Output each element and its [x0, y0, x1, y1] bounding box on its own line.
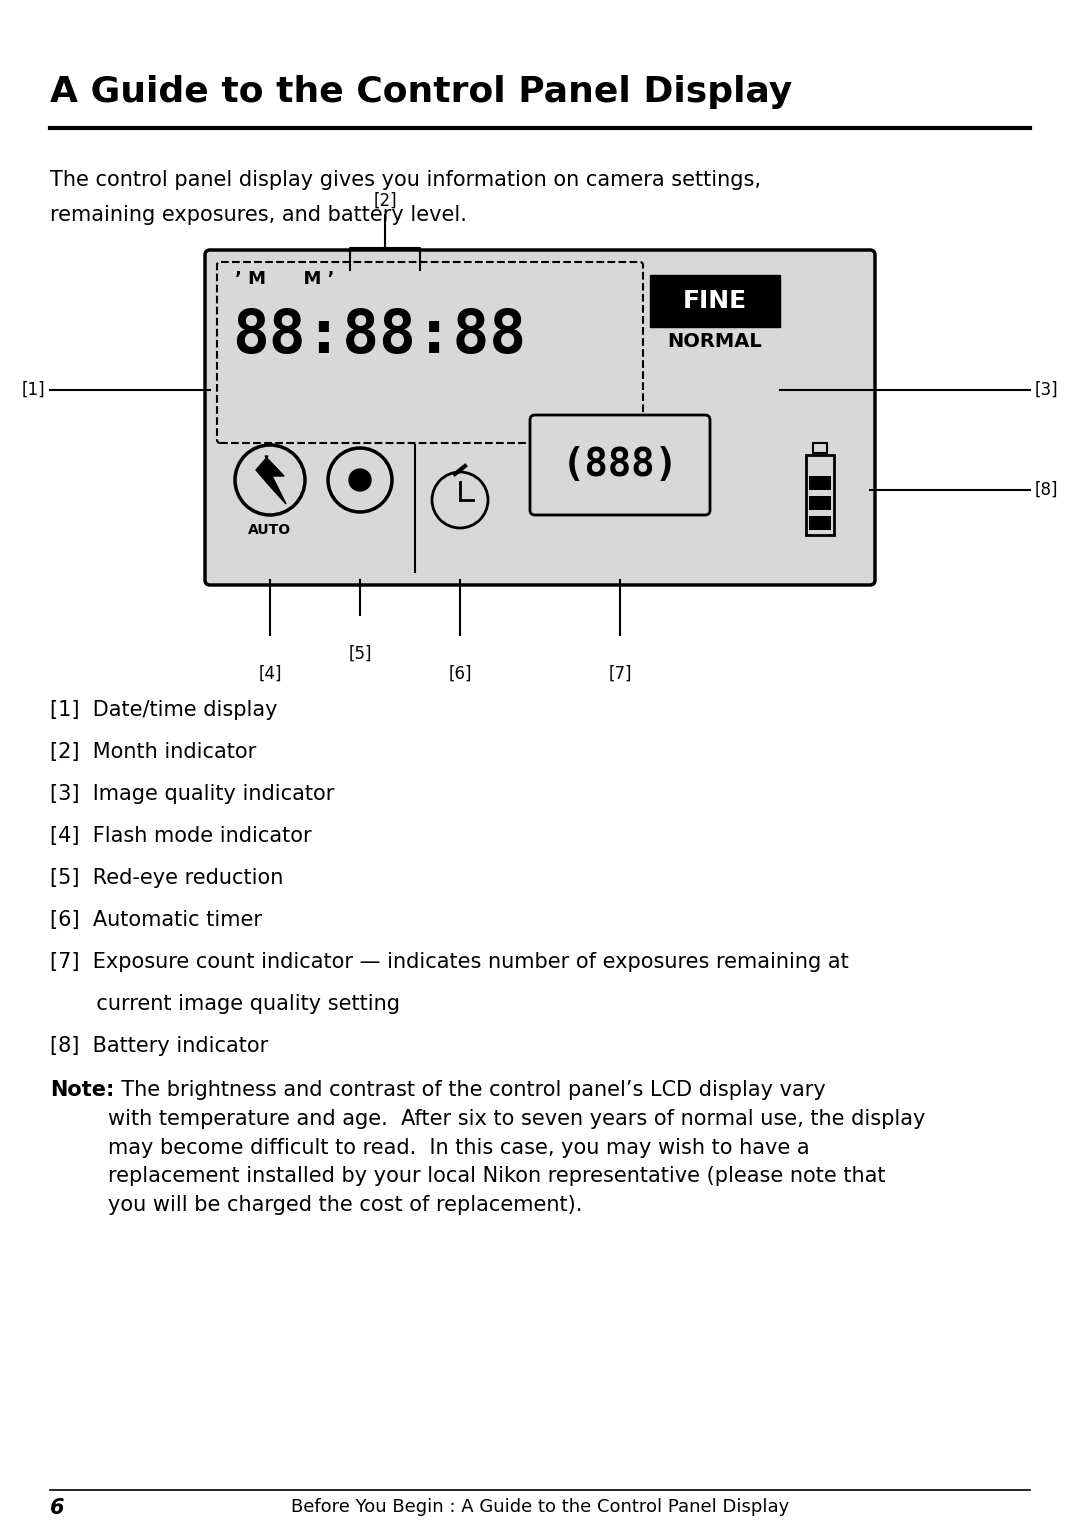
Text: A Guide to the Control Panel Display: A Guide to the Control Panel Display [50, 75, 793, 109]
Polygon shape [256, 456, 286, 504]
Text: [7]  Exposure count indicator — indicates number of exposures remaining at: [7] Exposure count indicator — indicates… [50, 952, 849, 972]
Circle shape [432, 472, 488, 528]
Text: [4]: [4] [258, 665, 282, 684]
Text: 88:88:88: 88:88:88 [232, 307, 526, 366]
Circle shape [349, 468, 372, 492]
Circle shape [328, 449, 392, 511]
Text: [6]: [6] [448, 665, 472, 684]
Text: FINE: FINE [683, 289, 747, 313]
Bar [809, 496, 831, 510]
Bar [813, 442, 827, 453]
Circle shape [235, 445, 305, 515]
FancyBboxPatch shape [217, 263, 643, 442]
Text: (888): (888) [562, 445, 678, 484]
Text: The brightness and contrast of the control panel’s LCD display vary
with tempera: The brightness and contrast of the contr… [108, 1080, 926, 1215]
Text: Before You Begin : A Guide to the Control Panel Display: Before You Begin : A Guide to the Contro… [291, 1498, 789, 1516]
Text: remaining exposures, and battery level.: remaining exposures, and battery level. [50, 204, 467, 224]
Text: [6]  Automatic timer: [6] Automatic timer [50, 909, 262, 929]
Text: [2]: [2] [374, 192, 396, 210]
Text: [3]: [3] [1035, 381, 1058, 399]
Text: NORMAL: NORMAL [667, 332, 762, 352]
Text: current image quality setting: current image quality setting [50, 994, 400, 1014]
Text: [8]  Battery indicator: [8] Battery indicator [50, 1035, 268, 1057]
Text: ’ M      M ’: ’ M M ’ [235, 270, 335, 289]
Text: The control panel display gives you information on camera settings,: The control panel display gives you info… [50, 170, 761, 190]
FancyBboxPatch shape [205, 250, 875, 585]
Text: [8]: [8] [1035, 481, 1058, 499]
Text: [1]  Date/time display: [1] Date/time display [50, 700, 278, 720]
Text: [4]  Flash mode indicator: [4] Flash mode indicator [50, 826, 312, 846]
Text: [5]  Red-eye reduction: [5] Red-eye reduction [50, 868, 283, 888]
Bar [806, 455, 834, 535]
Text: AUTO: AUTO [248, 522, 292, 538]
FancyBboxPatch shape [530, 415, 710, 515]
Text: 6: 6 [50, 1498, 65, 1518]
Text: [5]: [5] [348, 645, 372, 664]
Text: [7]: [7] [608, 665, 632, 684]
Text: [2]  Month indicator: [2] Month indicator [50, 742, 256, 762]
Bar [650, 275, 780, 327]
Bar [809, 476, 831, 490]
Text: [1]: [1] [22, 381, 45, 399]
Bar [809, 516, 831, 530]
Text: [3]  Image quality indicator: [3] Image quality indicator [50, 783, 335, 803]
Text: Note:: Note: [50, 1080, 114, 1100]
